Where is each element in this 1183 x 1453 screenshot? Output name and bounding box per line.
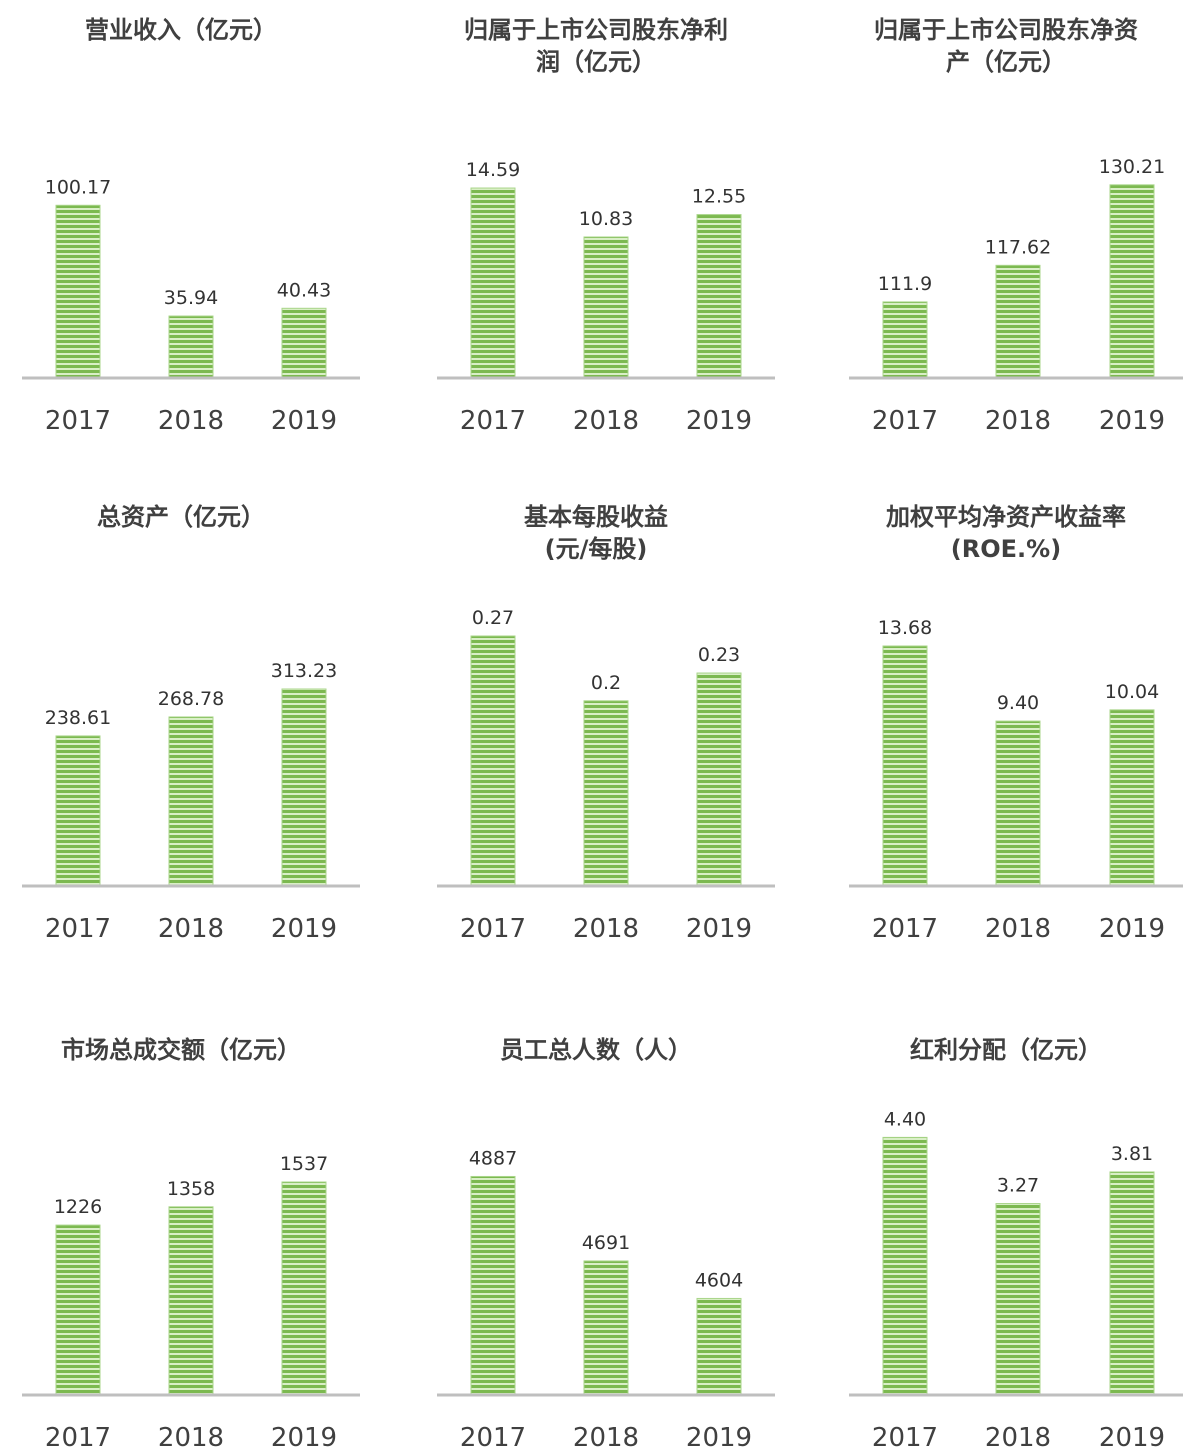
chart-title: 润（亿元） bbox=[536, 48, 656, 76]
value-label: 13.68 bbox=[878, 617, 932, 639]
bar bbox=[281, 688, 327, 887]
value-label: 0.23 bbox=[698, 644, 740, 666]
bar bbox=[995, 1203, 1041, 1396]
bar bbox=[995, 264, 1041, 379]
value-label: 0.2 bbox=[591, 672, 621, 694]
value-label: 4.40 bbox=[884, 1108, 926, 1130]
bar bbox=[696, 672, 742, 887]
value-label: 268.78 bbox=[158, 688, 224, 710]
chart-title: 红利分配（亿元） bbox=[910, 1036, 1102, 1064]
bar bbox=[55, 735, 101, 887]
x-tick-label: 2018 bbox=[573, 1423, 639, 1453]
x-tick-label: 2019 bbox=[271, 1423, 337, 1453]
x-tick-label: 2019 bbox=[1099, 914, 1165, 944]
bar bbox=[1109, 709, 1155, 887]
chart-title: 营业收入（亿元） bbox=[85, 16, 277, 44]
chart-title: 员工总人数（人） bbox=[500, 1036, 692, 1064]
x-tick-label: 2019 bbox=[686, 406, 752, 436]
chart-title: (ROE.%) bbox=[951, 535, 1061, 563]
x-tick-label: 2019 bbox=[271, 406, 337, 436]
value-label: 12.55 bbox=[692, 186, 746, 208]
x-tick-label: 2017 bbox=[460, 1423, 526, 1453]
value-label: 1358 bbox=[167, 1178, 215, 1200]
chart-title: 产（亿元） bbox=[946, 48, 1066, 76]
x-tick-label: 2018 bbox=[158, 1423, 224, 1453]
x-tick-label: 2017 bbox=[872, 1423, 938, 1453]
bar bbox=[168, 1206, 214, 1396]
value-label: 100.17 bbox=[45, 176, 111, 198]
value-label: 111.9 bbox=[878, 273, 932, 295]
bar bbox=[470, 1175, 516, 1396]
value-label: 238.61 bbox=[45, 707, 111, 729]
value-label: 1537 bbox=[280, 1153, 328, 1175]
x-tick-label: 2019 bbox=[1099, 1423, 1165, 1453]
bar bbox=[55, 1224, 101, 1396]
bar bbox=[696, 1297, 742, 1396]
bar bbox=[55, 204, 101, 379]
bar bbox=[1109, 184, 1155, 379]
value-label: 117.62 bbox=[985, 236, 1051, 258]
value-label: 35.94 bbox=[164, 287, 218, 309]
bar bbox=[995, 720, 1041, 887]
chart-title: 归属于上市公司股东净利 bbox=[464, 16, 728, 44]
bar bbox=[583, 236, 629, 379]
bar bbox=[882, 1136, 928, 1396]
chart-title: 加权平均净资产收益率 bbox=[886, 503, 1126, 531]
value-label: 4604 bbox=[695, 1269, 743, 1291]
bar bbox=[882, 301, 928, 379]
x-tick-label: 2018 bbox=[158, 406, 224, 436]
value-label: 14.59 bbox=[466, 159, 520, 181]
value-label: 9.40 bbox=[997, 692, 1039, 714]
value-label: 313.23 bbox=[271, 660, 337, 682]
value-label: 3.81 bbox=[1111, 1143, 1153, 1165]
bar bbox=[696, 214, 742, 379]
x-tick-label: 2018 bbox=[158, 914, 224, 944]
bar bbox=[168, 315, 214, 379]
x-tick-label: 2017 bbox=[45, 406, 111, 436]
value-label: 4691 bbox=[582, 1232, 630, 1254]
x-tick-label: 2017 bbox=[872, 914, 938, 944]
x-tick-label: 2019 bbox=[1099, 406, 1165, 436]
bar bbox=[470, 187, 516, 379]
x-tick-label: 2019 bbox=[271, 914, 337, 944]
chart-title: 归属于上市公司股东净资 bbox=[874, 16, 1138, 44]
value-label: 10.04 bbox=[1105, 681, 1159, 703]
x-tick-label: 2017 bbox=[45, 1423, 111, 1453]
chart-title: 基本每股收益 bbox=[524, 503, 668, 531]
x-tick-label: 2018 bbox=[573, 406, 639, 436]
chart-title: (元/每股) bbox=[545, 535, 648, 563]
bar bbox=[470, 635, 516, 887]
value-label: 3.27 bbox=[997, 1175, 1039, 1197]
x-tick-label: 2019 bbox=[686, 914, 752, 944]
bar bbox=[168, 716, 214, 887]
x-tick-label: 2018 bbox=[985, 914, 1051, 944]
bar bbox=[882, 645, 928, 887]
bar bbox=[281, 307, 327, 379]
x-tick-label: 2017 bbox=[460, 406, 526, 436]
value-label: 130.21 bbox=[1099, 156, 1165, 178]
x-tick-label: 2017 bbox=[460, 914, 526, 944]
x-tick-label: 2018 bbox=[985, 406, 1051, 436]
value-label: 1226 bbox=[54, 1196, 102, 1218]
x-tick-label: 2018 bbox=[573, 914, 639, 944]
value-label: 0.27 bbox=[472, 607, 514, 629]
value-label: 40.43 bbox=[277, 279, 331, 301]
chart-title: 总资产（亿元） bbox=[97, 503, 265, 531]
value-label: 10.83 bbox=[579, 208, 633, 230]
x-tick-label: 2019 bbox=[686, 1423, 752, 1453]
x-tick-label: 2018 bbox=[985, 1423, 1051, 1453]
bar bbox=[281, 1181, 327, 1396]
bar bbox=[583, 700, 629, 887]
chart-title: 市场总成交额（亿元） bbox=[61, 1036, 301, 1064]
x-tick-label: 2017 bbox=[872, 406, 938, 436]
value-label: 4887 bbox=[469, 1147, 517, 1169]
bar bbox=[1109, 1171, 1155, 1396]
x-tick-label: 2017 bbox=[45, 914, 111, 944]
bar bbox=[583, 1260, 629, 1396]
